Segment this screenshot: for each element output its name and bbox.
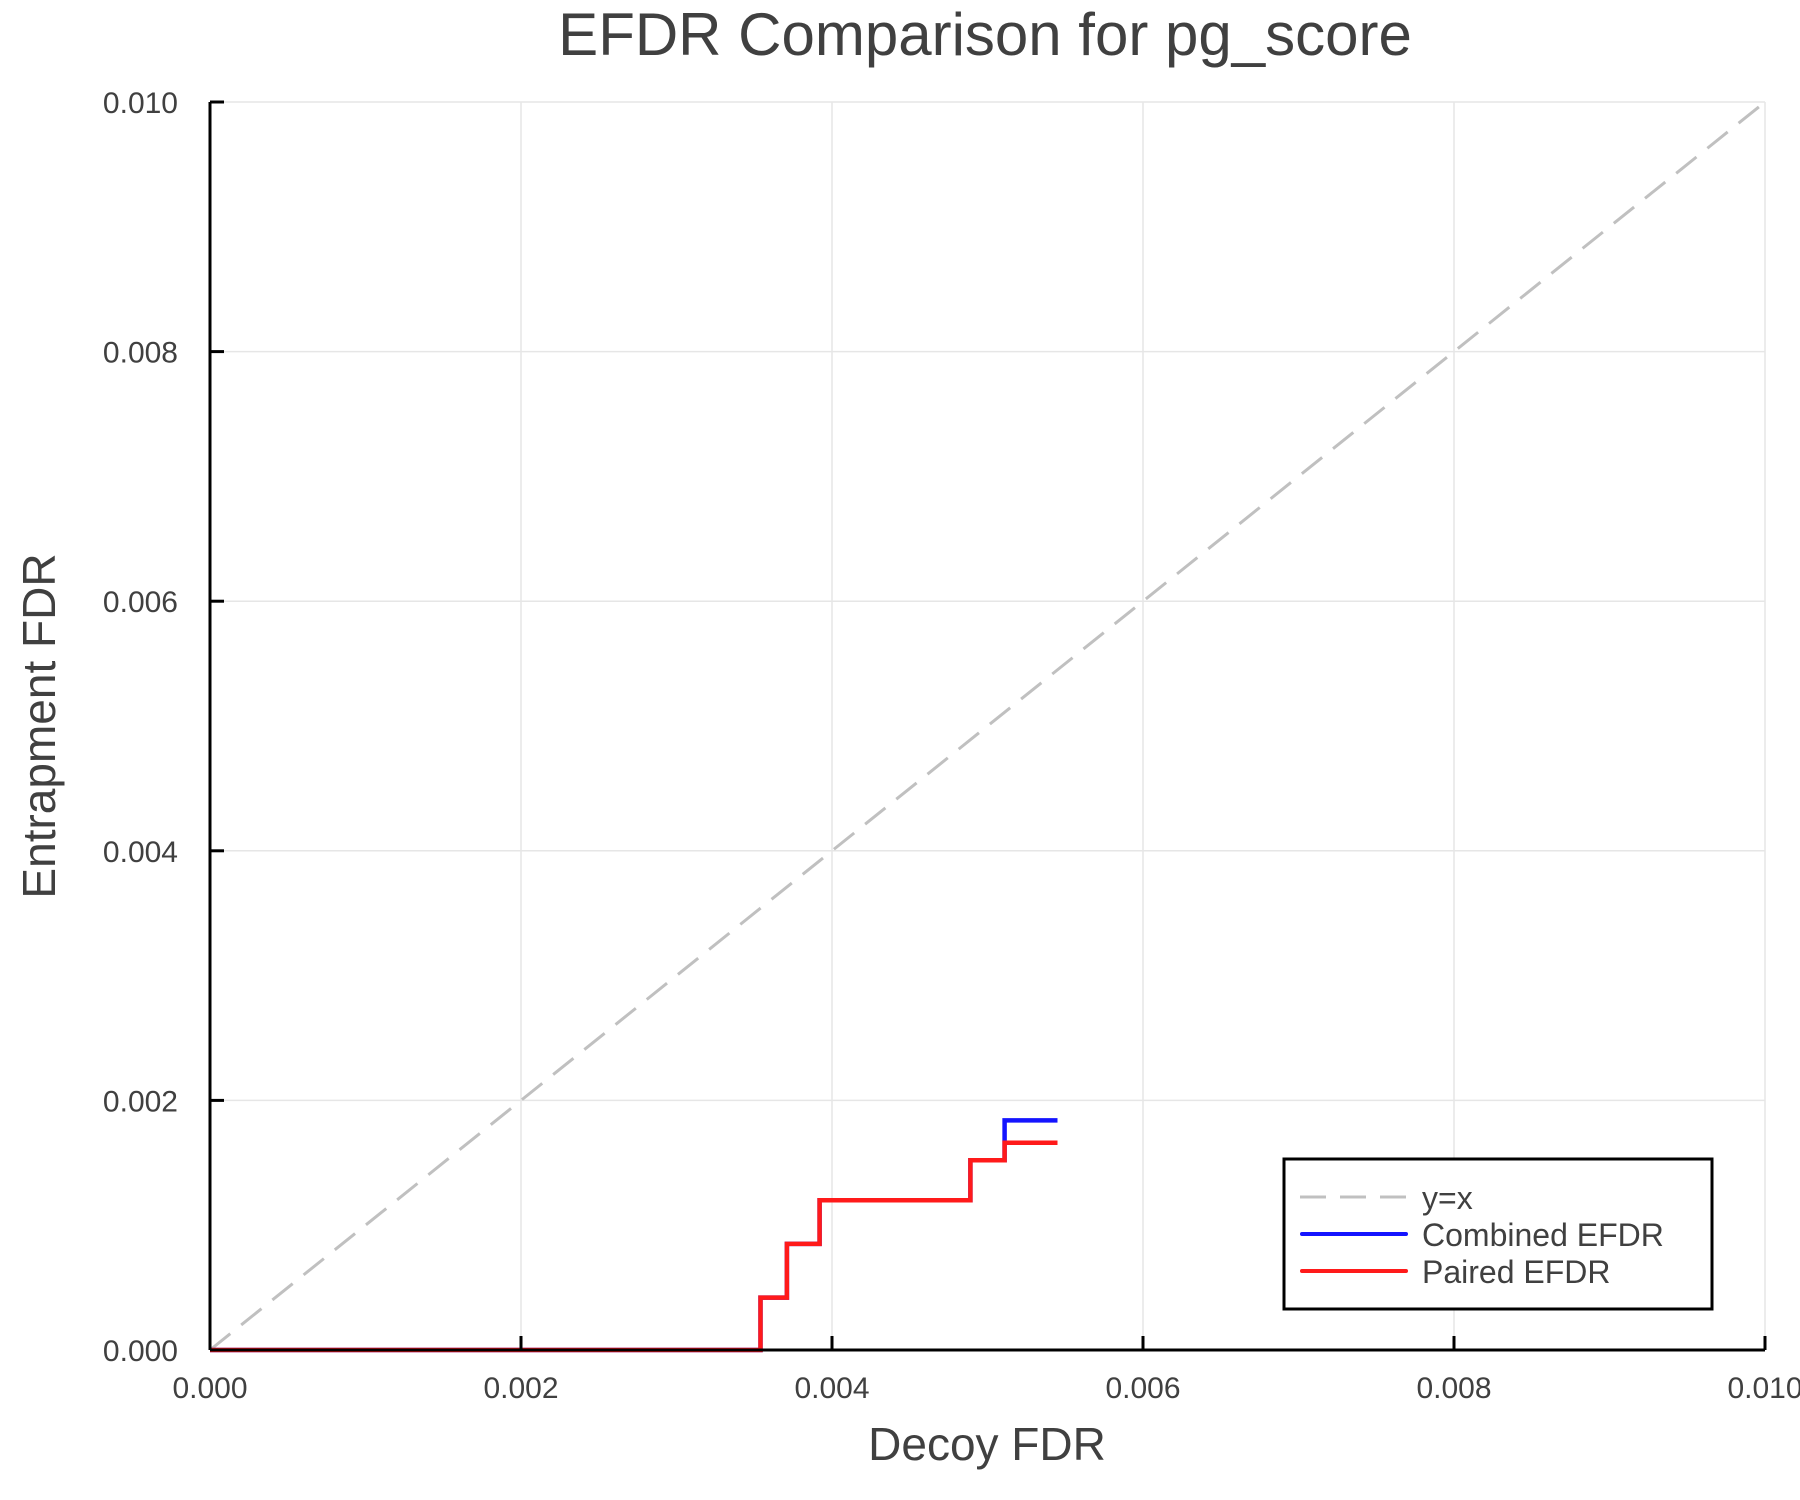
y-tick-label: 0.002 [103, 1085, 178, 1118]
y-tick-label: 0.004 [103, 836, 178, 869]
x-tick-label: 0.008 [1416, 1372, 1491, 1405]
legend-label-combined: Combined EFDR [1422, 1217, 1664, 1253]
legend-label-paired: Paired EFDR [1422, 1254, 1611, 1290]
x-axis-label: Decoy FDR [868, 1418, 1106, 1470]
chart-title: EFDR Comparison for pg_score [558, 1, 1412, 68]
y-tick-label: 0.006 [103, 586, 178, 619]
tick-labels: 0.000 0.002 0.004 0.006 0.008 0.010 0.000 0.002… [103, 87, 1800, 1405]
y-tick-label: 0.000 [103, 1335, 178, 1368]
x-tick-label: 0.010 [1727, 1372, 1800, 1405]
y-tick-label: 0.010 [103, 87, 178, 120]
y-axis-label: Entrapment FDR [13, 553, 65, 898]
y-tick-label: 0.008 [103, 337, 178, 370]
data-series [209, 100, 1766, 1353]
x-tick-label: 0.004 [794, 1372, 869, 1405]
x-tick-label: 0.002 [483, 1372, 558, 1405]
legend: y=x Combined EFDR Paired EFDR [1282, 1157, 1714, 1311]
x-tick-label: 0.000 [172, 1372, 247, 1405]
series-y-x [209, 100, 1766, 1352]
x-tick-label: 0.006 [1105, 1372, 1180, 1405]
series-combined-efdr [210, 1118, 1058, 1353]
series-paired-efdr [210, 1140, 1058, 1353]
axes [208, 100, 1767, 1352]
legend-label-yx: y=x [1422, 1180, 1473, 1216]
